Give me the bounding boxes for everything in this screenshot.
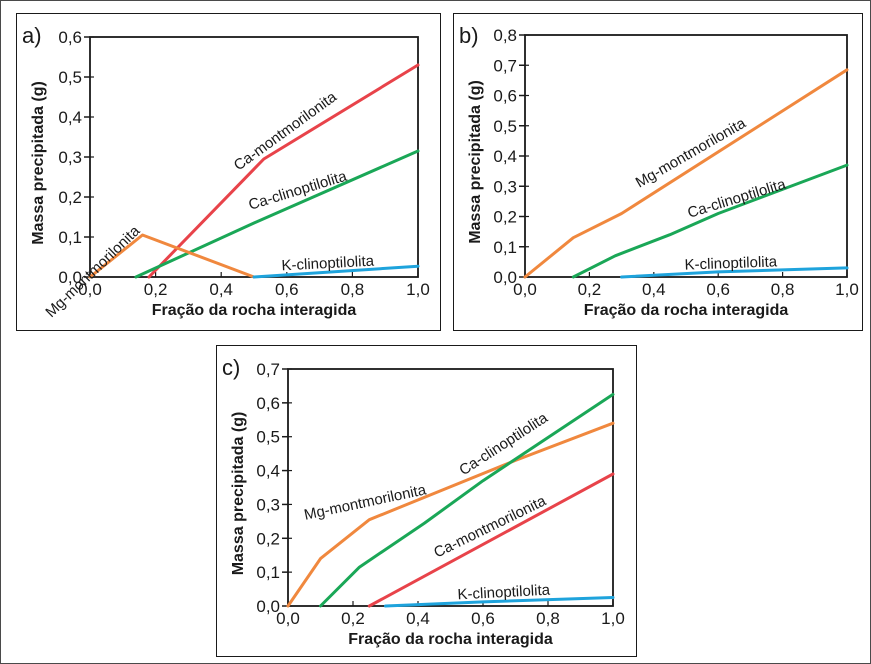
plot-area-frame — [287, 368, 614, 607]
series-label-k-clinoptilolita: K-clinoptilolita — [684, 253, 778, 273]
y-axis-title: Massa precipitada (g) — [230, 412, 247, 576]
x-tick-label: 0,6 — [275, 280, 299, 299]
y-tick-label: 0,1 — [493, 238, 517, 257]
series-line-ca-montmorilonita — [367, 472, 615, 608]
y-tick-label: 0,5 — [493, 117, 517, 136]
y-tick-label: 0,6 — [256, 394, 280, 413]
series-label-k-clinoptilolita: K-clinoptilolita — [457, 582, 551, 604]
series-line-k-clinoptilolita — [384, 596, 615, 608]
x-tick-label: 0,2 — [578, 280, 602, 299]
y-tick-label: 0,5 — [58, 68, 82, 87]
series-line-k-clinoptilolita — [620, 266, 849, 279]
y-tick-label: 0,0 — [256, 597, 280, 616]
panel-label: c) — [222, 355, 240, 380]
x-tick-label: 1,0 — [406, 280, 430, 299]
panel-label: b) — [459, 23, 479, 48]
x-tick-label: 0,2 — [341, 609, 365, 628]
x-tick-label: 0,6 — [471, 609, 495, 628]
series-line-mg-montmorilonita — [286, 421, 615, 608]
x-axis-title: Fração da rocha interagida — [584, 302, 789, 319]
y-tick-label: 0,4 — [493, 147, 517, 166]
y-tick-label: 0,2 — [256, 529, 280, 548]
y-tick-label: 0,4 — [58, 108, 82, 127]
series-line-mg-montmorilonita — [88, 233, 256, 279]
chart-panel-a: 0,0 0,1 0,2 0,3 0,4 0,5 0,6 0,0 0,2 0,4 0,6 0,8 1,0 F… — [16, 13, 441, 331]
x-tick-label: 0,0 — [513, 280, 537, 299]
chart-panel-b: 0,0 0,1 0,2 0,3 0,4 0,5 0,6 0,7 0,8 0,0 0,2 0,4 0,6 0… — [453, 13, 863, 331]
y-axis-title: Massa precipitada (g) — [30, 81, 47, 245]
y-tick-label: 0,1 — [256, 563, 280, 582]
y-tick-label: 0,3 — [493, 177, 517, 196]
x-tick-label: 0,0 — [276, 609, 300, 628]
x-axis-title: Fração da rocha interagida — [348, 631, 553, 648]
series-line-ca-montmorilonita — [147, 63, 420, 279]
y-axis-title: Massa precipitada (g) — [467, 80, 484, 244]
x-tick-label: 1,0 — [601, 609, 625, 628]
series-line-ca-clinoptilolita — [319, 392, 615, 608]
y-tick-label: 0,6 — [58, 28, 82, 47]
x-tick-label: 0,4 — [406, 609, 430, 628]
chart-panel-c: 0,0 0,1 0,2 0,3 0,4 0,5 0,6 0,7 0,0 0,2 0,4 0,6 0,8 1… — [216, 345, 637, 657]
x-tick-label: 0,6 — [706, 280, 730, 299]
y-tick-label: 0,3 — [58, 148, 82, 167]
series-line-k-clinoptilolita — [252, 264, 420, 279]
x-tick-label: 0,4 — [642, 280, 666, 299]
x-tick-label: 0,0 — [78, 280, 102, 299]
y-tick-label: 0,2 — [58, 188, 82, 207]
y-tick-label: 0,1 — [58, 228, 82, 247]
y-tick-label: 0,4 — [256, 462, 280, 481]
series-line-ca-clinoptilolita — [571, 163, 849, 279]
x-tick-label: 0,8 — [341, 280, 365, 299]
y-tick-label: 0,3 — [256, 495, 280, 514]
y-tick-label: 0,7 — [256, 360, 280, 379]
x-tick-label: 0,8 — [536, 609, 560, 628]
series-label-k-clinoptilolita: K-clinoptilolita — [281, 253, 375, 275]
y-tick-label: 0,7 — [493, 56, 517, 75]
x-tick-label: 1,0 — [835, 280, 859, 299]
y-tick-label: 0,0 — [493, 268, 517, 287]
x-tick-label: 0,4 — [209, 280, 233, 299]
y-tick-label: 0,2 — [493, 208, 517, 227]
y-tick-label: 0,5 — [256, 428, 280, 447]
x-axis-title: Fração da rocha interagida — [152, 302, 357, 319]
y-tick-label: 0,0 — [58, 268, 82, 287]
x-tick-label: 0,2 — [144, 280, 168, 299]
panel-label: a) — [22, 23, 42, 48]
series-line-mg-montmorilonita — [523, 68, 849, 279]
y-tick-label: 0,8 — [493, 26, 517, 45]
x-tick-label: 0,8 — [771, 280, 795, 299]
y-tick-label: 0,6 — [493, 87, 517, 106]
series-line-ca-clinoptilolita — [134, 149, 420, 279]
